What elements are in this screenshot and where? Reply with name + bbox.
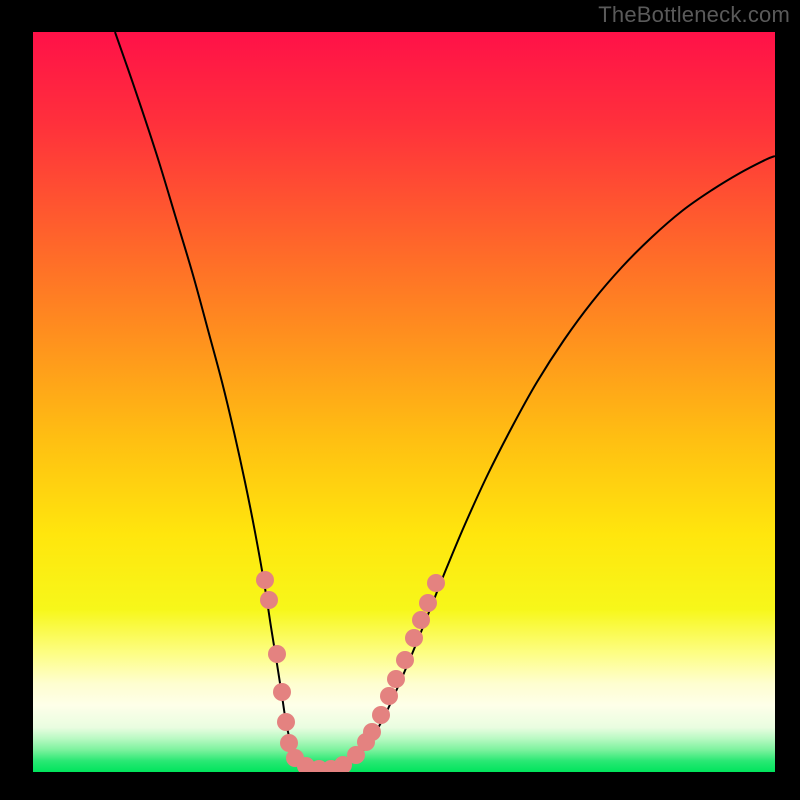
- marker-point: [372, 706, 390, 724]
- marker-point: [260, 591, 278, 609]
- marker-point: [405, 629, 423, 647]
- chart-overlay: [33, 32, 775, 772]
- marker-point: [427, 574, 445, 592]
- bottleneck-curve: [115, 32, 775, 770]
- marker-point: [268, 645, 286, 663]
- marker-point: [256, 571, 274, 589]
- marker-point: [412, 611, 430, 629]
- marker-series: [256, 571, 445, 772]
- marker-point: [363, 723, 381, 741]
- marker-point: [380, 687, 398, 705]
- marker-point: [419, 594, 437, 612]
- marker-point: [396, 651, 414, 669]
- marker-point: [277, 713, 295, 731]
- marker-point: [387, 670, 405, 688]
- marker-point: [273, 683, 291, 701]
- watermark-text: TheBottleneck.com: [598, 2, 790, 28]
- plot-area: [33, 32, 775, 772]
